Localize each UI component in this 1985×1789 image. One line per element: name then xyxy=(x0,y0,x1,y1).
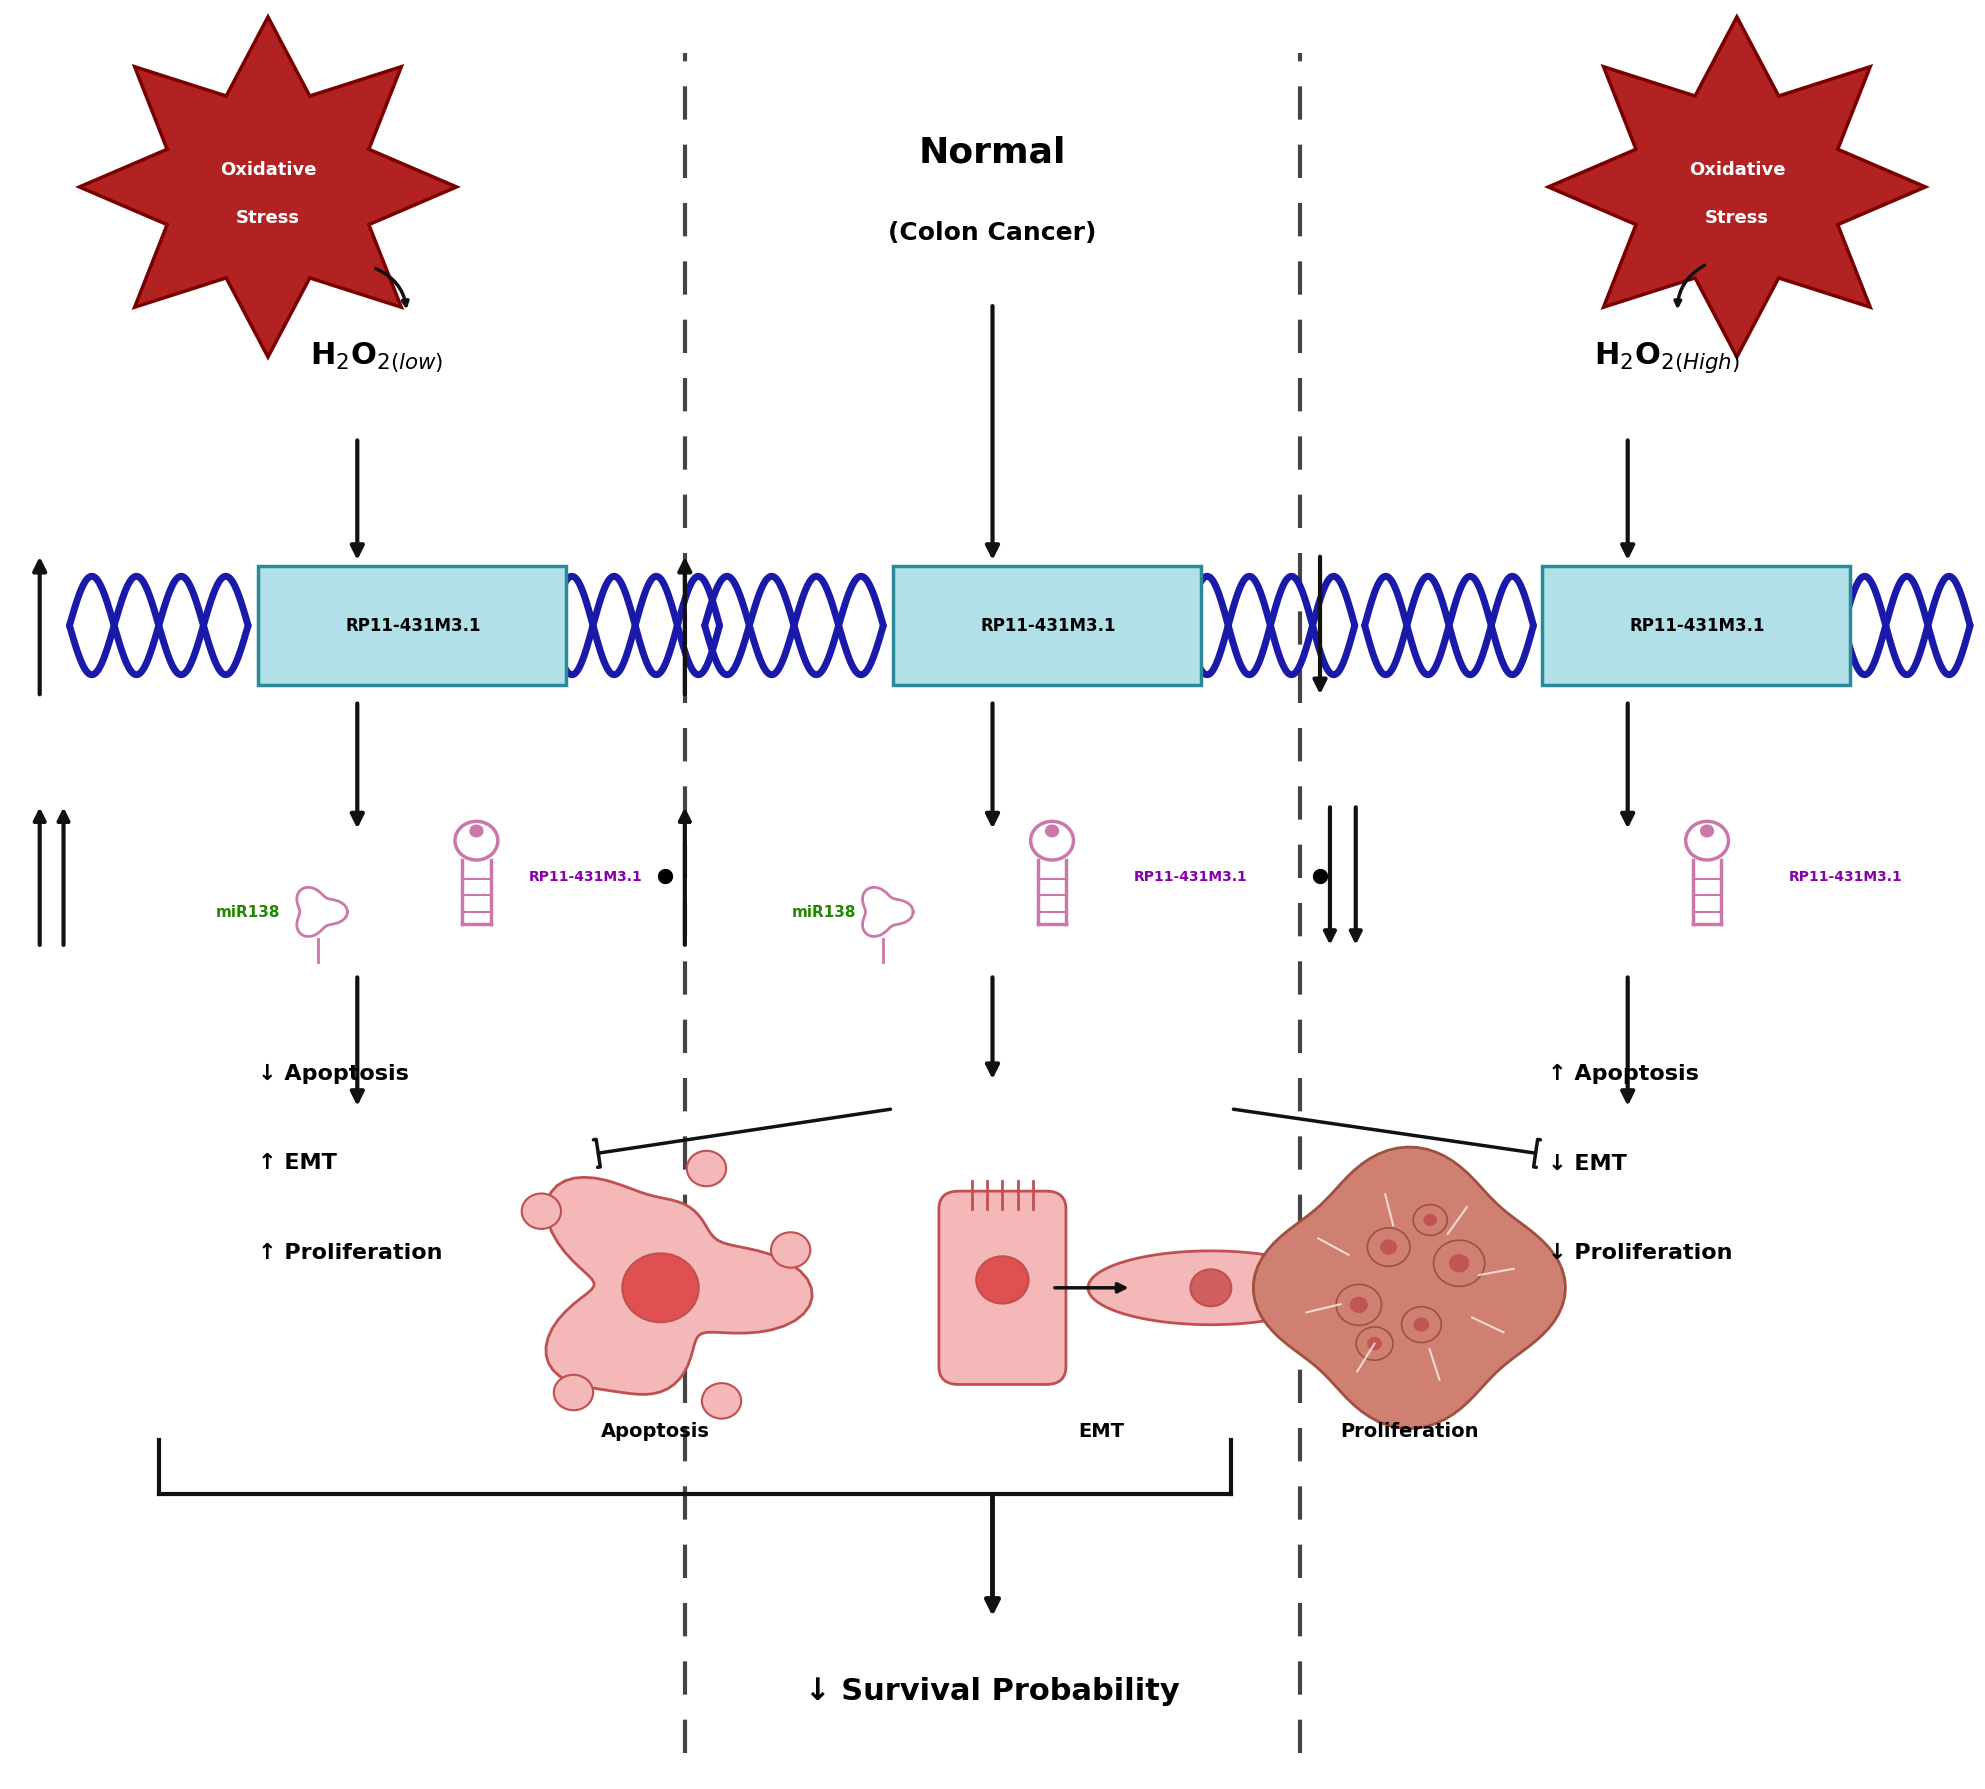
Text: RP11-431M3.1: RP11-431M3.1 xyxy=(345,617,480,635)
Text: ↓ Apoptosis: ↓ Apoptosis xyxy=(258,1063,409,1084)
FancyBboxPatch shape xyxy=(939,1191,1066,1385)
Circle shape xyxy=(1423,1215,1437,1227)
Text: H$_2$O$_{2(low)}$: H$_2$O$_{2(low)}$ xyxy=(310,340,445,376)
Polygon shape xyxy=(1088,1251,1334,1326)
Circle shape xyxy=(1368,1229,1409,1267)
Text: RP11-431M3.1: RP11-431M3.1 xyxy=(1630,617,1765,635)
Text: miR138: miR138 xyxy=(792,905,856,920)
Text: ↑ EMT: ↑ EMT xyxy=(258,1152,337,1174)
Circle shape xyxy=(1401,1308,1441,1344)
Text: ↓ Survival Probability: ↓ Survival Probability xyxy=(806,1676,1179,1705)
Circle shape xyxy=(1191,1270,1231,1306)
Circle shape xyxy=(1350,1297,1368,1313)
Text: Normal: Normal xyxy=(919,136,1066,168)
Circle shape xyxy=(770,1233,810,1268)
Polygon shape xyxy=(79,18,457,358)
Circle shape xyxy=(1433,1240,1485,1286)
Circle shape xyxy=(1368,1336,1382,1351)
FancyBboxPatch shape xyxy=(1542,567,1850,685)
Text: Apoptosis: Apoptosis xyxy=(601,1422,709,1440)
Circle shape xyxy=(1380,1240,1397,1256)
Text: ↓ EMT: ↓ EMT xyxy=(1548,1152,1628,1174)
Text: Oxidative: Oxidative xyxy=(220,161,316,179)
Polygon shape xyxy=(546,1177,812,1395)
Circle shape xyxy=(703,1383,740,1419)
Circle shape xyxy=(1356,1327,1393,1360)
Polygon shape xyxy=(1253,1147,1566,1429)
Circle shape xyxy=(470,827,482,837)
Circle shape xyxy=(1449,1254,1469,1272)
Circle shape xyxy=(1046,827,1058,837)
Circle shape xyxy=(977,1256,1028,1304)
Text: H$_2$O$_{2(High)}$: H$_2$O$_{2(High)}$ xyxy=(1594,340,1741,376)
Circle shape xyxy=(1701,827,1713,837)
Text: RP11-431M3.1: RP11-431M3.1 xyxy=(981,617,1116,635)
Text: RP11-431M3.1: RP11-431M3.1 xyxy=(1133,869,1249,884)
Circle shape xyxy=(1413,1206,1447,1236)
Text: Stress: Stress xyxy=(1705,209,1769,227)
Text: (Colon Cancer): (Colon Cancer) xyxy=(889,220,1096,245)
Text: RP11-431M3.1: RP11-431M3.1 xyxy=(1788,869,1904,884)
Text: Oxidative: Oxidative xyxy=(1689,161,1785,179)
Polygon shape xyxy=(1548,18,1925,358)
Circle shape xyxy=(1336,1285,1382,1326)
Circle shape xyxy=(1413,1318,1429,1333)
Text: EMT: EMT xyxy=(1078,1422,1125,1440)
FancyBboxPatch shape xyxy=(258,567,566,685)
Circle shape xyxy=(621,1254,699,1322)
Circle shape xyxy=(522,1193,562,1229)
Text: RP11-431M3.1: RP11-431M3.1 xyxy=(528,869,643,884)
Text: Stress: Stress xyxy=(236,209,300,227)
FancyBboxPatch shape xyxy=(893,567,1201,685)
Text: ↓ Proliferation: ↓ Proliferation xyxy=(1548,1242,1733,1263)
Circle shape xyxy=(554,1376,594,1410)
Circle shape xyxy=(687,1150,727,1186)
Text: ↑ Apoptosis: ↑ Apoptosis xyxy=(1548,1063,1699,1084)
Text: Proliferation: Proliferation xyxy=(1340,1422,1479,1440)
Text: miR138: miR138 xyxy=(216,905,280,920)
Text: ↑ Proliferation: ↑ Proliferation xyxy=(258,1242,443,1263)
